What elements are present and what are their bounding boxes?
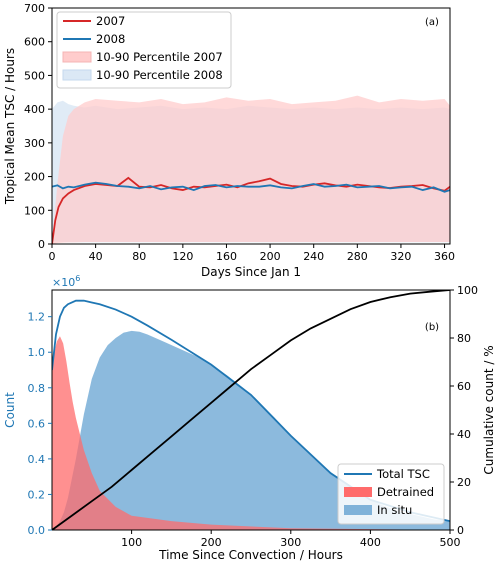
y-tick-label: 400	[24, 103, 45, 116]
panel-b: 100 200 300 400 500 0.0 0.2 0.4 0.6 0.8 1.0 1.2 0 2…	[3, 274, 496, 562]
left-y-tick-label: 0.0	[28, 524, 46, 537]
right-y-tick-label: 20	[457, 476, 471, 489]
right-y-tick-label: 40	[457, 428, 471, 441]
left-y-tick-label: 1.0	[28, 346, 46, 359]
panel-b-left-y-label: Count	[3, 392, 17, 428]
legend-label-total-tsc: Total TSC	[376, 467, 430, 481]
y-tick-label: 600	[24, 36, 45, 49]
panel-a-bands	[52, 95, 450, 244]
panel-a-y-ticks: 0 100 200 300 400 500 600 700	[24, 2, 52, 251]
series-line-cumulative	[52, 290, 450, 530]
panel-a-lines	[52, 176, 450, 244]
legend-label-2007: 2007	[96, 14, 125, 28]
y-tick-label: 500	[24, 69, 45, 82]
y-tick-label: 300	[24, 137, 45, 150]
panel-b-legend: Total TSC Detrained In situ	[337, 463, 445, 525]
x-tick-label: 360	[434, 250, 455, 263]
panel-b-left-y-ticks: 0.0 0.2 0.4 0.6 0.8 1.0 1.2	[28, 311, 52, 537]
left-y-tick-label: 0.8	[28, 382, 46, 395]
left-y-tick-label: 1.2	[28, 311, 46, 324]
panel-b-frame	[51, 289, 451, 531]
right-y-tick-label: 0	[457, 524, 464, 537]
left-y-tick-label: 0.2	[28, 488, 46, 501]
panel-a-x-label: Days Since Jan 1	[201, 265, 301, 279]
right-y-tick-label: 80	[457, 332, 471, 345]
x-tick-label: 280	[347, 250, 368, 263]
legend-label-band-2007: 10-90 Percentile 2007	[96, 50, 223, 64]
x-tick-label: 80	[132, 250, 146, 263]
y-tick-label: 0	[38, 238, 45, 251]
panel-a-legend: 2007 2008 10-90 Percentile 2007 10-90 Pe…	[56, 11, 232, 89]
x-tick-label: 120	[172, 250, 193, 263]
legend-swatch-band-2007	[62, 51, 92, 63]
panel-b-lines	[52, 290, 450, 530]
legend-label-2008: 2008	[96, 32, 125, 46]
legend-label-in-situ: In situ	[377, 503, 412, 517]
legend-swatch-band-2008	[62, 69, 92, 81]
band-percentile-2007	[52, 95, 450, 244]
series-line-2008	[52, 181, 450, 193]
panel-b-right-y-label: Cumulative count / %	[482, 345, 496, 474]
panel-b-scale-note: ×106	[52, 274, 80, 289]
x-tick-label: 500	[440, 536, 461, 549]
panel-a-frame	[51, 7, 451, 245]
x-tick-label: 160	[216, 250, 237, 263]
panel-a-x-ticks: 0 40 80 120 160 200 240 280 320 360	[49, 244, 455, 263]
panel-a: 0 40 80 120 160 200 240 280 320 360 0 100 200 300 400…	[3, 2, 455, 279]
area-detrained	[52, 336, 450, 530]
left-y-tick-label: 0.6	[28, 417, 46, 430]
legend-label-band-2008: 10-90 Percentile 2008	[96, 68, 223, 82]
right-y-tick-label: 100	[457, 284, 478, 297]
legend-swatch-detrained	[344, 487, 372, 497]
panel-b-areas	[52, 330, 450, 530]
legend-swatch-in-situ	[344, 505, 372, 515]
panel-b-right-y-ticks: 0 20 40 60 80 100	[450, 284, 478, 537]
panel-b-x-label: Time Since Convection / Hours	[158, 548, 343, 562]
x-tick-label: 240	[303, 250, 324, 263]
legend-label-detrained: Detrained	[377, 485, 434, 499]
x-tick-label: 200	[260, 250, 281, 263]
x-tick-label: 0	[49, 250, 56, 263]
panel-b-x-ticks: 100 200 300 400 500	[121, 530, 461, 549]
x-tick-label: 100	[121, 536, 142, 549]
left-y-tick-label: 0.4	[28, 453, 46, 466]
x-tick-label: 300	[280, 536, 301, 549]
panel-a-tag: (a)	[425, 17, 439, 28]
x-tick-label: 320	[390, 250, 411, 263]
area-in-situ	[52, 330, 450, 530]
y-tick-label: 100	[24, 204, 45, 217]
right-y-tick-label: 60	[457, 380, 471, 393]
panel-a-y-label: Tropical Mean TSC / Hours	[3, 48, 17, 205]
panel-b-tag: (b)	[425, 322, 439, 333]
x-tick-label: 40	[89, 250, 103, 263]
x-tick-label: 400	[360, 536, 381, 549]
x-tick-label: 200	[201, 536, 222, 549]
y-tick-label: 200	[24, 171, 45, 184]
y-tick-label: 700	[24, 2, 45, 15]
series-line-total-tsc	[52, 299, 450, 522]
